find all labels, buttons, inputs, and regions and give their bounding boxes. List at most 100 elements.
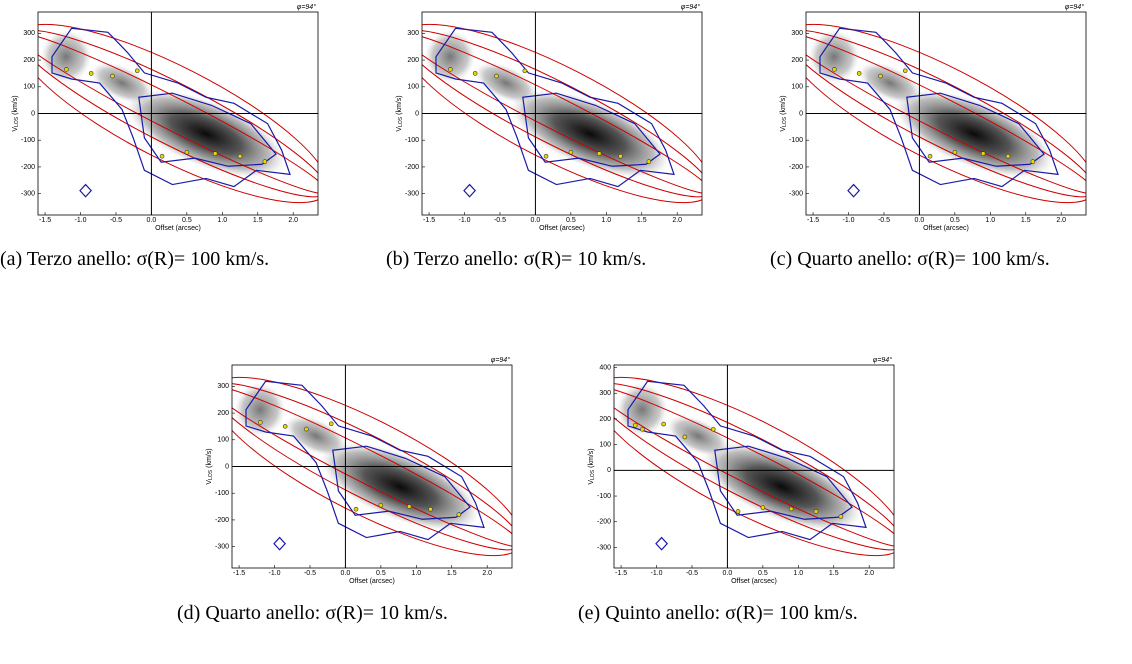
density-map: [616, 383, 668, 437]
x-tick-label: -0.5: [494, 217, 506, 224]
x-tick-label: 1.5: [253, 217, 263, 224]
y-tick-label: 0: [225, 463, 229, 470]
data-contour: [655, 536, 669, 551]
x-tick-label: 0.0: [915, 217, 925, 224]
point: [494, 73, 499, 79]
x-tick-label: 1.0: [411, 570, 421, 577]
y-tick-label: 300: [217, 383, 229, 390]
y-label-sub: LOS: [208, 469, 214, 480]
point: [134, 68, 140, 74]
x-tick-label: -1.5: [807, 217, 819, 224]
x-tick-label: -0.5: [878, 217, 890, 224]
point: [735, 509, 741, 514]
y-label-main: V: [588, 480, 595, 485]
y-tick-label: -200: [21, 164, 35, 171]
x-tick-label: 0.5: [376, 570, 386, 577]
y-tick-label: -200: [789, 164, 803, 171]
x-tick-label: 2.0: [1056, 217, 1066, 224]
point: [760, 505, 766, 510]
density-map: [474, 62, 538, 104]
x-tick-label: 0.0: [147, 217, 157, 224]
x-tick-label: 0.5: [566, 217, 576, 224]
y-label-unit: (km/s): [588, 448, 595, 467]
point: [788, 506, 794, 512]
point: [522, 68, 528, 74]
point: [856, 71, 862, 76]
y-label-main: V: [396, 127, 403, 132]
model-contour: [422, 29, 702, 198]
point: [448, 67, 453, 72]
density-map: [234, 383, 286, 437]
y-tick-label: 200: [23, 57, 35, 64]
x-tick-label: 0.5: [758, 570, 768, 577]
data-contour: [245, 380, 485, 541]
x-tick-label: 0.5: [950, 217, 960, 224]
x-tick-label: -1.0: [269, 570, 281, 577]
y-tick-label: -100: [789, 137, 803, 144]
x-tick-label: 2.0: [864, 570, 874, 577]
x-tick-label: 0.0: [723, 570, 733, 577]
y-tick-label: -100: [405, 137, 419, 144]
data-contour: [819, 27, 1059, 188]
density-map: [511, 90, 669, 178]
y-tick-label: 200: [217, 410, 229, 417]
data-contour: [714, 445, 853, 520]
y-tick-label: -100: [215, 490, 229, 497]
annotation: φ=94°: [873, 356, 892, 364]
y-tick-label: 0: [31, 110, 35, 117]
point: [353, 506, 359, 512]
point: [838, 514, 844, 519]
point: [632, 423, 638, 428]
y-label-unit: (km/s): [12, 95, 19, 114]
point: [378, 502, 384, 508]
x-tick-label: 0.0: [531, 217, 541, 224]
y-tick-label: -200: [405, 164, 419, 171]
point: [878, 73, 883, 79]
caption: (d) Quarto anello: σ(R)= 10 km/s.: [177, 602, 448, 624]
caption: (e) Quinto anello: σ(R)= 100 km/s.: [578, 602, 858, 624]
x-tick-label: 2.0: [288, 217, 298, 224]
point: [258, 420, 263, 425]
point: [304, 426, 309, 432]
y-axis-label: VLOS (km/s): [588, 448, 596, 484]
density-map: [895, 90, 1053, 178]
density-map: [127, 90, 285, 178]
data-contour: [51, 27, 291, 188]
model-contour: [806, 29, 1086, 198]
model-contour: [614, 382, 894, 551]
annotation: φ=94°: [491, 356, 510, 364]
y-tick-label: 300: [407, 30, 419, 37]
y-tick-label: 400: [599, 364, 611, 371]
point: [902, 68, 908, 74]
point: [1005, 153, 1011, 159]
density-map: [858, 62, 922, 104]
x-tick-label: -1.0: [843, 217, 855, 224]
data-contour: [332, 445, 471, 520]
data-contour: [138, 92, 277, 167]
point: [110, 73, 115, 79]
data-contour: [627, 380, 867, 541]
model-contour: [422, 32, 702, 195]
plot-area: [232, 376, 512, 557]
model-contour: [232, 385, 512, 548]
point: [282, 424, 288, 429]
data-contour: [79, 183, 93, 198]
data-contour: [435, 27, 675, 188]
y-label-unit: (km/s): [396, 95, 403, 114]
annotation: φ=94°: [681, 3, 700, 11]
y-label-sub: LOS: [398, 116, 404, 127]
y-tick-label: -100: [21, 137, 35, 144]
y-label-sub: LOS: [590, 469, 596, 480]
point: [262, 159, 268, 164]
panel: -1.5 -1.0 -0.5 0.0 0.5 1.0 1.5 2.0 -300 -200 -100 0…: [588, 356, 895, 585]
plot-frame: [613, 364, 895, 569]
x-axis-label: Offset (arcsec): [539, 225, 585, 232]
x-tick-label: 1.5: [1021, 217, 1031, 224]
y-tick-label: 100: [599, 442, 611, 449]
point: [618, 153, 623, 159]
y-label-main: V: [206, 480, 213, 485]
data-contour: [463, 183, 477, 198]
model-contour: [806, 32, 1086, 195]
x-tick-label: -0.5: [304, 570, 316, 577]
density-map: [321, 443, 479, 531]
